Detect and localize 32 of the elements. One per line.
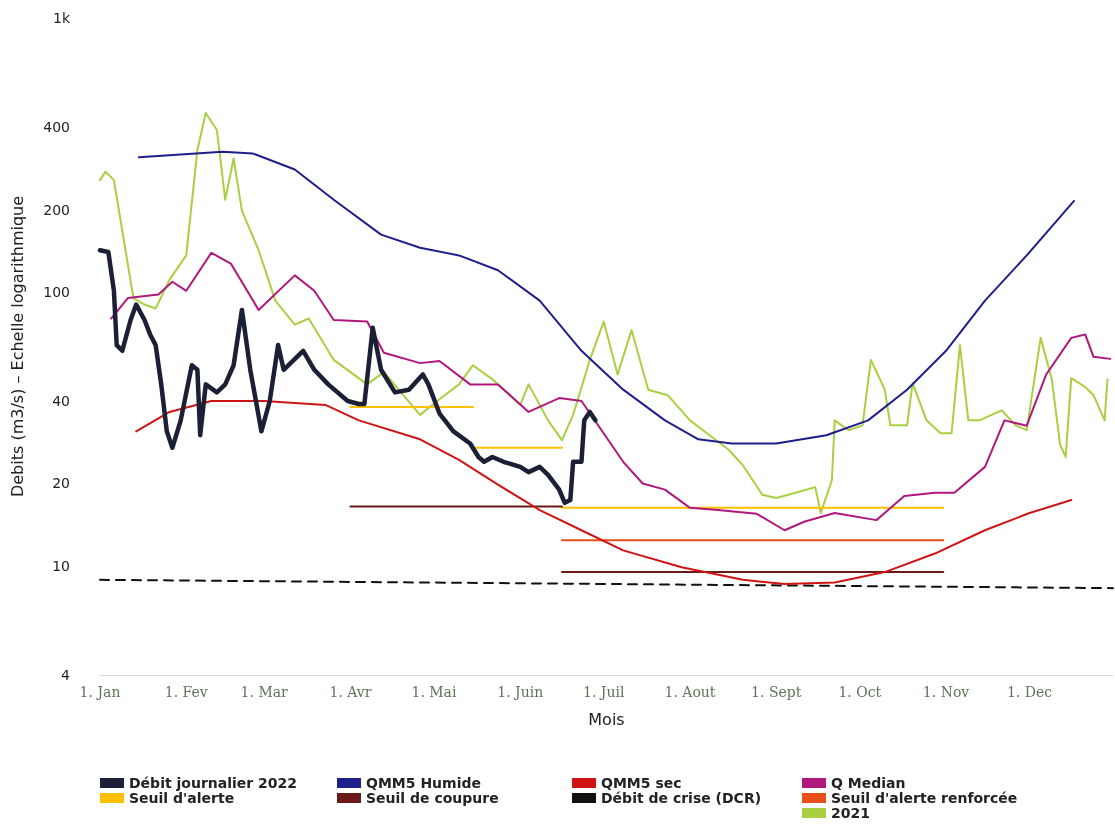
x-tick-label: 1. Mai [411, 684, 457, 700]
legend-label: 2021 [831, 805, 870, 821]
x-tick-label: 1. Avr [329, 684, 372, 700]
x-tick-label: 1. Fev [164, 684, 208, 700]
legend-label: QMM5 sec [601, 775, 682, 791]
x-tick-label: 1. Sept [751, 684, 802, 700]
legend-label: Seuil de coupure [366, 790, 499, 806]
y-tick-label: 4 [61, 667, 71, 683]
x-tick-label: 1. Juil [583, 684, 625, 700]
y-tick-label: 200 [43, 201, 70, 218]
legend-label: QMM5 Humide [366, 775, 481, 791]
y-tick-label: 400 [43, 119, 70, 136]
y-tick-label: 100 [43, 283, 70, 300]
legend-label: Seuil d'alerte renforcée [831, 790, 1018, 806]
x-tick-label: 1. Aout [664, 684, 716, 700]
legend-label: Q Median [831, 775, 906, 791]
x-tick-label: 1. Nov [922, 684, 970, 700]
x-tick-label: 1. Oct [838, 684, 882, 700]
x-tick-label: 1. Mar [240, 684, 289, 700]
legend-label: Débit journalier 2022 [129, 775, 298, 791]
legend-label: Débit de crise (DCR) [601, 790, 762, 806]
y-axis-title: Debits (m3/s) – Echelle logarithmique [7, 195, 27, 498]
x-axis-title: Mois [588, 709, 625, 729]
legend-label: Seuil d'alerte [129, 790, 235, 806]
x-tick-label: 1. Dec [1006, 684, 1053, 700]
y-tick-label: 1k [52, 10, 71, 26]
line-series [97, 248, 598, 506]
x-tick-label: 1. Jan [79, 684, 121, 700]
y-tick-label: 40 [52, 393, 70, 410]
x-tick-label: 1. Juin [497, 684, 544, 700]
y-tick-label: 10 [52, 557, 70, 574]
y-tick-label: 20 [52, 475, 70, 492]
